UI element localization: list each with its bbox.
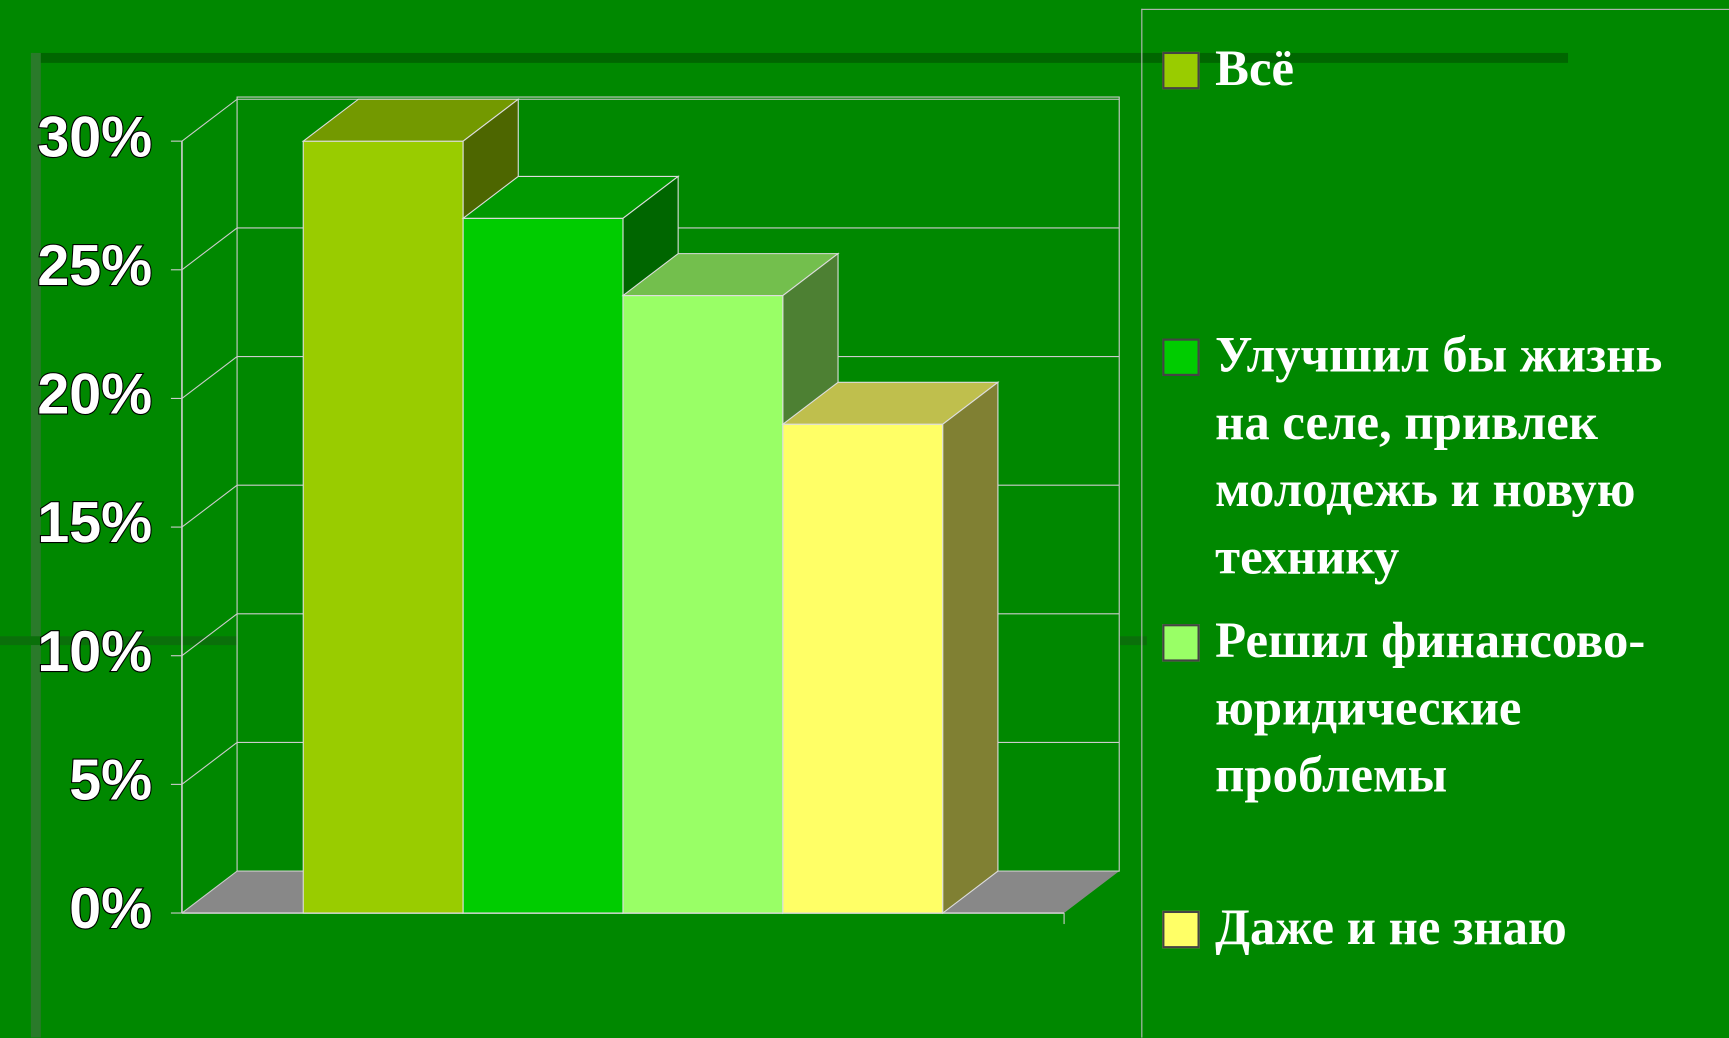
decor-line xyxy=(33,52,1569,63)
bar-side xyxy=(942,381,999,915)
legend: Всё Улучшил бы жизнь на селе, привлек мол… xyxy=(1141,8,1729,1038)
legend-item: Даже и не знаю xyxy=(1162,893,1713,960)
legend-swatch xyxy=(1162,910,1200,949)
legend-label: Улучшил бы жизнь на селе, привлек молоде… xyxy=(1215,326,1663,585)
y-tick-label: 15% xyxy=(37,491,152,555)
grid-line xyxy=(181,227,1120,271)
grid-line xyxy=(181,98,1120,142)
legend-label: Всё xyxy=(1215,39,1295,96)
legend-swatch xyxy=(1162,338,1200,377)
legend-swatch xyxy=(1162,624,1200,662)
legend-item: Решил финансово-юридические проблемы xyxy=(1162,606,1713,808)
bar xyxy=(302,140,464,914)
legend-swatch xyxy=(1162,51,1200,90)
bar xyxy=(782,423,944,914)
decor-line xyxy=(30,52,41,1038)
legend-label: Даже и не знаю xyxy=(1215,898,1567,955)
y-tick-label: 10% xyxy=(37,620,152,684)
legend-item: Улучшил бы жизнь на селе, привлек молоде… xyxy=(1162,321,1713,590)
legend-label: Решил финансово-юридические проблемы xyxy=(1215,611,1646,803)
legend-item: Всё xyxy=(1162,34,1713,101)
y-tick-label: 30% xyxy=(37,105,152,169)
y-tick-label: 25% xyxy=(37,234,152,298)
y-tick-label: 20% xyxy=(37,363,152,427)
bar xyxy=(462,217,624,914)
y-tick-label: 5% xyxy=(69,749,152,813)
bar xyxy=(622,294,784,914)
y-tick-label: 0% xyxy=(69,877,152,941)
